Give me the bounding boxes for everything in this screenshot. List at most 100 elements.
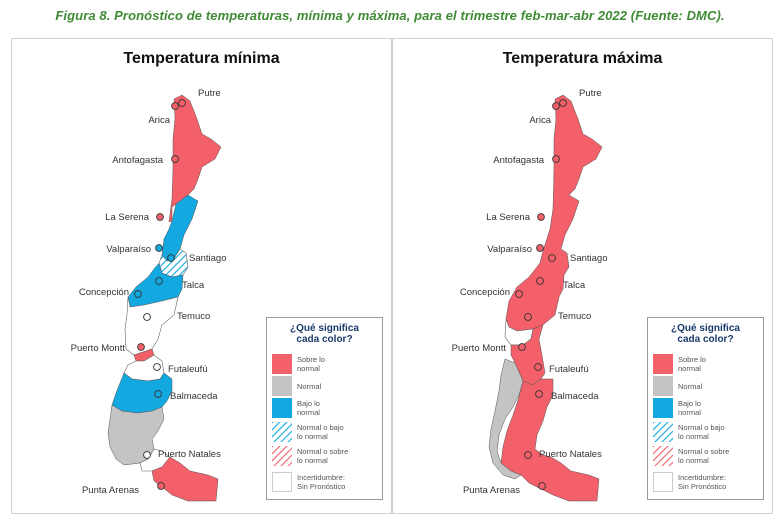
legend-swatch-normal bbox=[653, 376, 673, 396]
city-label-puerto-montt: Puerto Montt bbox=[452, 343, 507, 354]
city-marker-balmaceda bbox=[154, 390, 162, 398]
panel-temperatura-minima: Temperatura mínima bbox=[11, 38, 392, 514]
city-label-putre: Putre bbox=[579, 88, 602, 99]
city-labels: Putre Arica Antofagasta La Serena Valparaíso… bbox=[452, 88, 608, 496]
city-marker-putre bbox=[178, 99, 186, 107]
city-label-puerto-natales: Puerto Natales bbox=[539, 449, 602, 460]
city-label-punta-arenas: Punta Arenas bbox=[463, 485, 520, 496]
city-marker-puerto-montt bbox=[137, 343, 145, 351]
city-marker-valparaiso bbox=[536, 244, 544, 252]
city-marker-arica bbox=[171, 102, 179, 110]
legend-swatch-hatched-red bbox=[653, 446, 673, 466]
city-marker-santiago bbox=[167, 254, 175, 262]
map-minima: Putre Arica Antofagasta La Serena Valparaíso… bbox=[71, 88, 227, 502]
legend-swatch-sin bbox=[272, 472, 292, 492]
city-marker-punta-arenas bbox=[538, 482, 546, 490]
legend-item-normal: Normal bbox=[653, 376, 761, 397]
region-austral-sobre bbox=[500, 378, 600, 502]
city-label-arica: Arica bbox=[529, 115, 551, 126]
city-marker-talca bbox=[155, 277, 163, 285]
city-marker-concepcion bbox=[134, 290, 142, 298]
city-label-la-serena: La Serena bbox=[486, 212, 531, 223]
legend-item-normal-bajo: Normal o bajo lo normal bbox=[653, 422, 761, 443]
city-labels: Putre Arica Antofagasta La Serena Valparaíso… bbox=[71, 88, 227, 496]
legend-swatch-hatched-red bbox=[272, 446, 292, 466]
figure-caption: Figura 8. Pronóstico de temperaturas, mí… bbox=[55, 8, 725, 23]
city-label-antofagasta: Antofagasta bbox=[112, 155, 163, 166]
legend-title: ¿Qué significa cada color? bbox=[290, 323, 359, 345]
city-label-antofagasta: Antofagasta bbox=[493, 155, 544, 166]
city-label-balmaceda: Balmaceda bbox=[170, 391, 218, 402]
legend-item-normal: Normal bbox=[272, 376, 380, 397]
city-marker-futaleufu bbox=[153, 363, 161, 371]
city-label-valparaiso: Valparaíso bbox=[106, 244, 151, 255]
city-label-puerto-montt: Puerto Montt bbox=[71, 343, 126, 354]
legend-item-sin-pronostico: Incertidumbre: Sin Pronóstico bbox=[653, 472, 761, 493]
city-marker-antofagasta bbox=[171, 155, 179, 163]
panel-temperatura-maxima: Temperatura máxima Putre Arica Antofagasta… bbox=[392, 38, 773, 514]
region-norte-sobre bbox=[168, 94, 222, 223]
legend-item-normal-sobre: Normal o sobre lo normal bbox=[653, 446, 761, 467]
city-label-talca: Talca bbox=[563, 280, 586, 291]
legend-item-sobre: Sobre lo normal bbox=[272, 354, 380, 375]
city-marker-temuco bbox=[524, 313, 532, 321]
city-label-temuco: Temuco bbox=[558, 311, 591, 322]
legend-swatch-bajo bbox=[272, 398, 292, 418]
city-label-valparaiso: Valparaíso bbox=[487, 244, 532, 255]
city-marker-santiago bbox=[548, 254, 556, 262]
city-label-la-serena: La Serena bbox=[105, 212, 150, 223]
legend-swatch-hatched-blue bbox=[272, 422, 292, 442]
map-maxima: Putre Arica Antofagasta La Serena Valparaíso… bbox=[452, 88, 608, 502]
city-label-futaleufu: Futaleufú bbox=[549, 364, 589, 375]
city-marker-concepcion bbox=[515, 290, 523, 298]
legend-swatch-bajo bbox=[653, 398, 673, 418]
city-marker-putre bbox=[559, 99, 567, 107]
region-aysen-bajo bbox=[111, 372, 173, 414]
legend-item-normal-sobre: Normal o sobre lo normal bbox=[272, 446, 380, 467]
legend-swatch-sin bbox=[653, 472, 673, 492]
city-marker-puerto-montt bbox=[518, 343, 526, 351]
city-marker-balmaceda bbox=[535, 390, 543, 398]
city-markers bbox=[134, 99, 186, 490]
legend-item-sobre: Sobre lo normal bbox=[653, 354, 761, 375]
city-label-talca: Talca bbox=[182, 280, 205, 291]
city-marker-futaleufu bbox=[534, 363, 542, 371]
legend-title: ¿Qué significa cada color? bbox=[671, 323, 740, 345]
city-label-concepcion: Concepción bbox=[460, 287, 510, 298]
city-label-balmaceda: Balmaceda bbox=[551, 391, 599, 402]
city-label-futaleufu: Futaleufú bbox=[168, 364, 208, 375]
legend-item-sin-pronostico: Incertidumbre: Sin Pronóstico bbox=[272, 472, 380, 493]
legend-item-bajo: Bajo lo normal bbox=[653, 398, 761, 419]
city-marker-la-serena bbox=[156, 213, 164, 221]
legend-swatch-normal bbox=[272, 376, 292, 396]
legend-minima: ¿Qué significa cada color? Sobre lo norma… bbox=[266, 317, 383, 500]
city-marker-puerto-natales bbox=[143, 451, 151, 459]
legend-maxima: ¿Qué significa cada color? Sobre lo norma… bbox=[647, 317, 764, 500]
legend-swatch-sobre bbox=[653, 354, 673, 374]
city-label-santiago: Santiago bbox=[570, 253, 608, 264]
city-label-punta-arenas: Punta Arenas bbox=[82, 485, 139, 496]
city-marker-valparaiso bbox=[155, 244, 163, 252]
city-markers bbox=[515, 99, 567, 490]
legend-item-bajo: Bajo lo normal bbox=[272, 398, 380, 419]
city-marker-temuco bbox=[143, 313, 151, 321]
city-label-arica: Arica bbox=[148, 115, 170, 126]
region-norte-centro-sobre bbox=[505, 94, 603, 332]
city-marker-antofagasta bbox=[552, 155, 560, 163]
city-label-putre: Putre bbox=[198, 88, 221, 99]
panel-title-minima: Temperatura mínima bbox=[123, 50, 280, 67]
legend-swatch-sobre bbox=[272, 354, 292, 374]
legend-item-normal-bajo: Normal o bajo lo normal bbox=[272, 422, 380, 443]
city-marker-arica bbox=[552, 102, 560, 110]
city-marker-la-serena bbox=[537, 213, 545, 221]
city-marker-punta-arenas bbox=[157, 482, 165, 490]
legend-swatch-hatched-blue bbox=[653, 422, 673, 442]
city-label-concepcion: Concepción bbox=[79, 287, 129, 298]
city-marker-talca bbox=[536, 277, 544, 285]
city-marker-puerto-natales bbox=[524, 451, 532, 459]
city-label-santiago: Santiago bbox=[189, 253, 227, 264]
region-temuco-sin bbox=[124, 296, 179, 356]
panel-title-maxima: Temperatura máxima bbox=[502, 50, 663, 67]
city-label-temuco: Temuco bbox=[177, 311, 210, 322]
city-label-puerto-natales: Puerto Natales bbox=[158, 449, 221, 460]
